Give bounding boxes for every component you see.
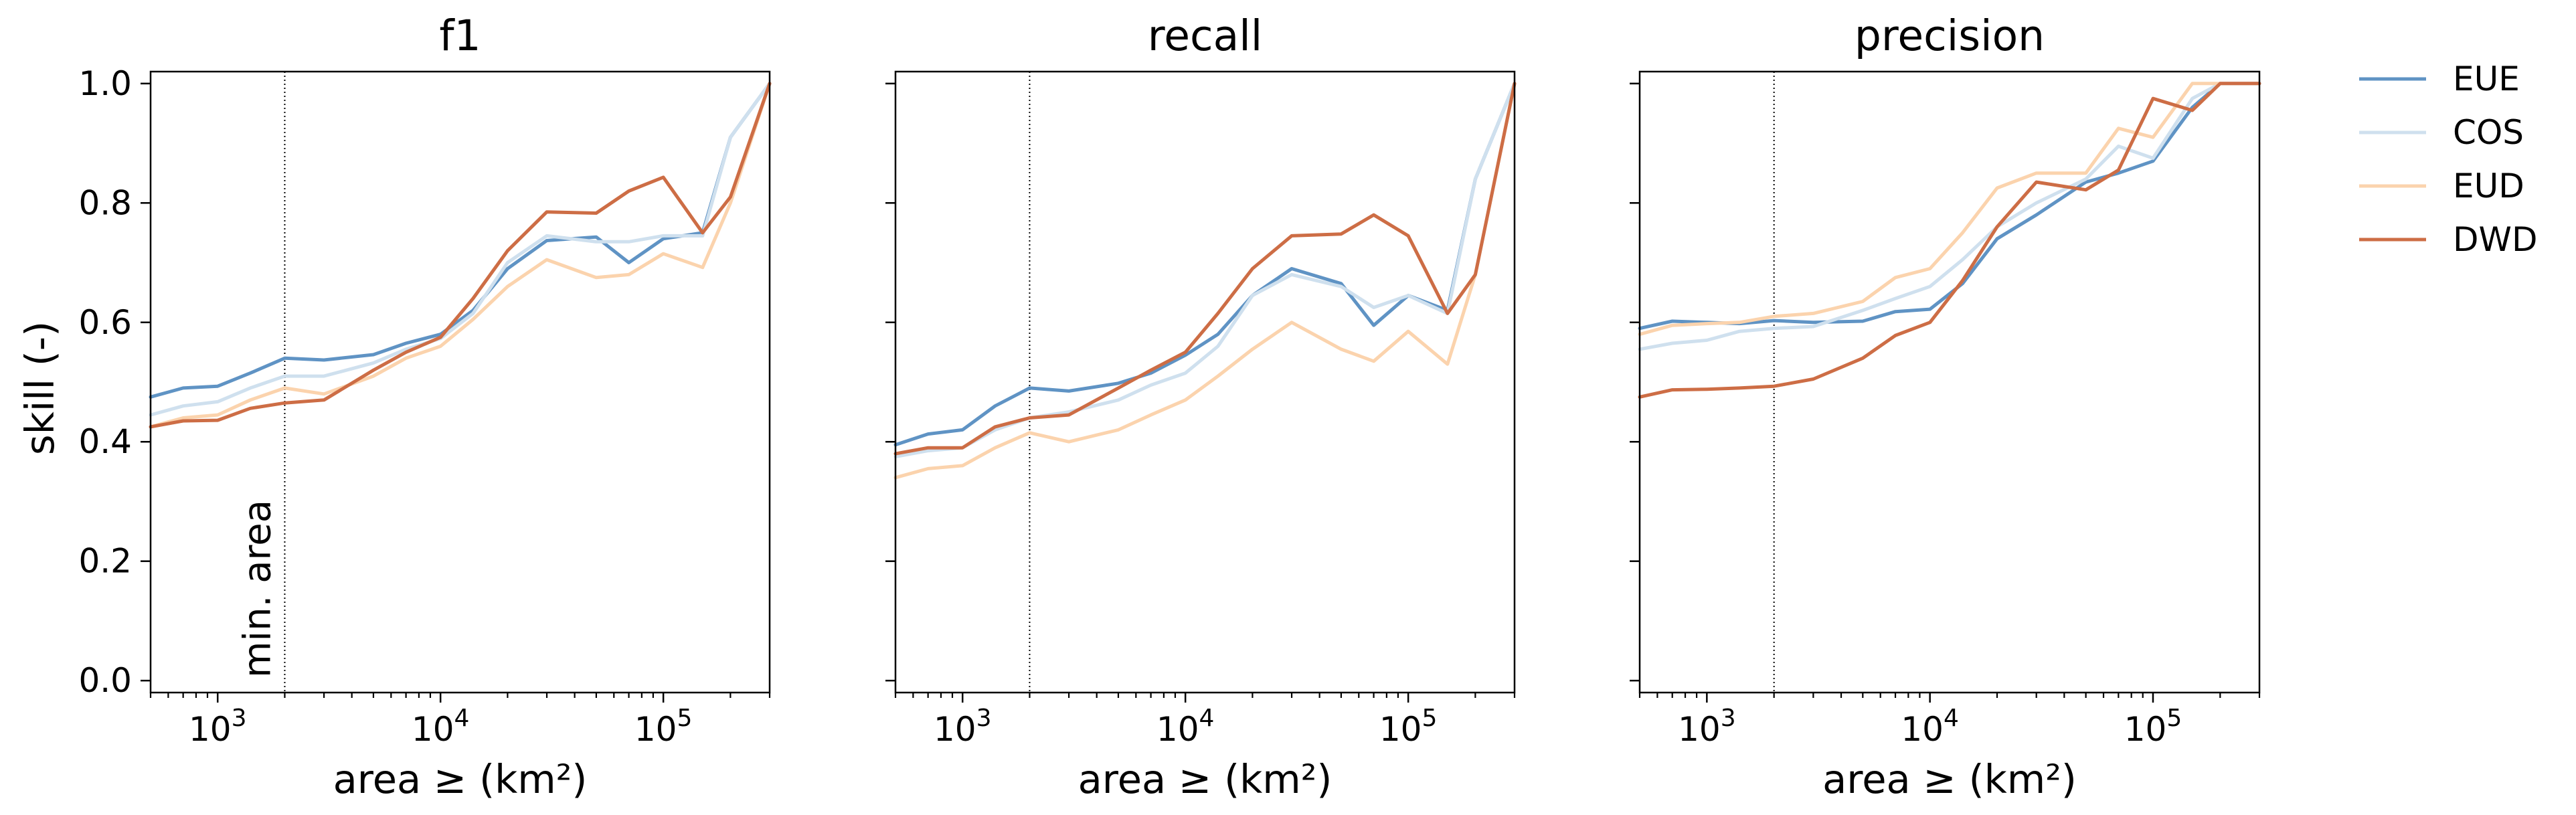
- x-tick-label: 105: [2124, 705, 2182, 749]
- legend-label-dwd: DWD: [2453, 220, 2537, 259]
- series-line-dwd: [149, 82, 772, 429]
- legend-label-eud: EUD: [2453, 167, 2524, 205]
- subplot-f1: f1 103 104 105 0.0 0.2 0.4 0.6 0.8 1.0 area ≥ (km²…: [78, 11, 772, 802]
- x-tick-label: 103: [189, 705, 247, 749]
- y-tick-label: 1.0: [78, 64, 132, 103]
- series-line-cos: [893, 82, 1517, 458]
- legend-label-cos: COS: [2453, 113, 2524, 152]
- axes-frame: [1638, 70, 2261, 694]
- x-tick-label: 105: [1379, 705, 1438, 749]
- y-axis-label: skill (-): [17, 321, 63, 455]
- series-line-eue: [149, 82, 772, 399]
- subplot-title: precision: [1855, 11, 2045, 60]
- x-axis-label: area ≥ (km²): [1822, 756, 2077, 802]
- y-tick-label: 0.2: [78, 542, 132, 581]
- x-tick-label: 104: [1901, 705, 1959, 749]
- subplot-precision: precision 103 104 105 area ≥ (km²): [1630, 11, 2261, 802]
- subplots: f1 103 104 105 0.0 0.2 0.4 0.6 0.8 1.0 area ≥ (km²…: [78, 11, 2261, 802]
- subplot-recall: recall 103 104 105 area ≥ (km²): [885, 11, 1517, 802]
- x-tick-label: 104: [412, 705, 470, 749]
- x-axis-label: area ≥ (km²): [1078, 756, 1333, 802]
- x-tick-label: 104: [1156, 705, 1215, 749]
- y-tick-label: 0.8: [78, 183, 132, 222]
- subplot-title: f1: [439, 11, 481, 60]
- series-line-eud: [149, 82, 772, 429]
- axes-frame: [894, 70, 1516, 694]
- min-area-annotation: min. area: [236, 500, 279, 678]
- subplot-title: recall: [1148, 11, 1263, 60]
- y-tick-label: 0.6: [78, 303, 132, 342]
- legend-label-eue: EUE: [2453, 60, 2520, 98]
- series-line-dwd: [893, 82, 1517, 456]
- series-line-cos: [1638, 82, 2261, 351]
- x-tick-label: 103: [1678, 705, 1736, 749]
- x-tick-label: 103: [934, 705, 992, 749]
- series-line-eud: [893, 82, 1517, 480]
- series-line-eud: [1638, 82, 2261, 337]
- x-tick-label: 105: [634, 705, 693, 749]
- y-tick-label: 0.0: [78, 661, 132, 700]
- legend: EUE COS EUD DWD: [2359, 60, 2537, 259]
- x-axis-label: area ≥ (km²): [333, 756, 588, 802]
- series-line-dwd: [1638, 82, 2261, 399]
- y-tick-label: 0.4: [78, 422, 132, 461]
- series-line-cos: [149, 82, 772, 417]
- axes-frame: [149, 70, 771, 694]
